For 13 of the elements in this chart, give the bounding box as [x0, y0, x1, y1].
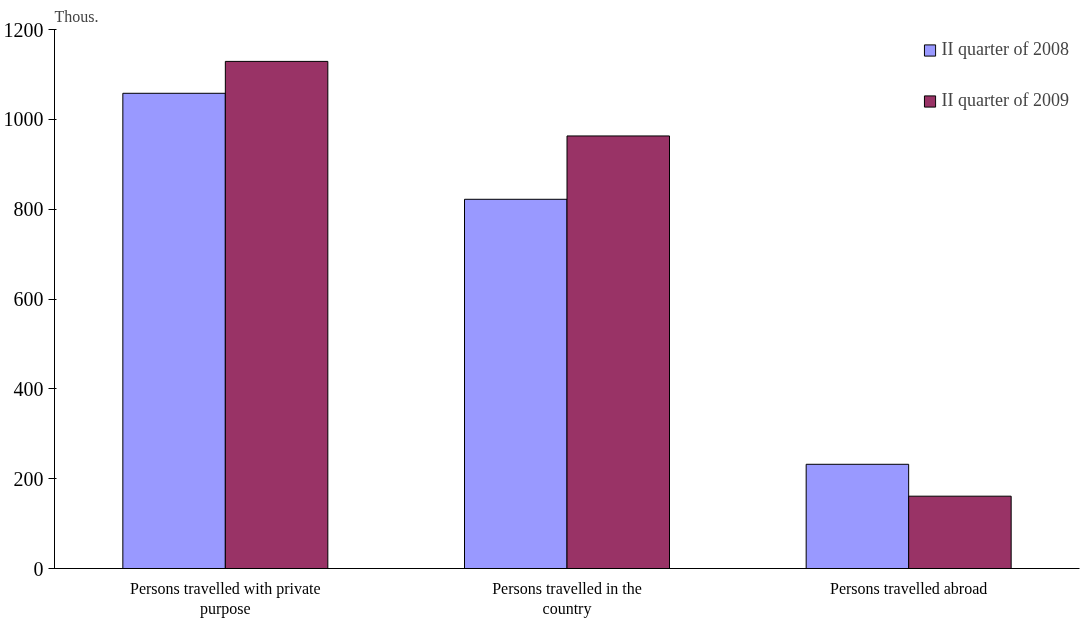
legend-label: II quarter of 2009: [941, 90, 1069, 111]
y-tick-label: 0: [33, 557, 44, 580]
y-tick-label: 200: [13, 467, 44, 490]
y-tick-label: 400: [13, 377, 44, 400]
y-tick-label: 800: [13, 198, 44, 221]
legend-label: II quarter of 2008: [941, 39, 1069, 60]
y-tick-label: 1200: [3, 18, 44, 41]
x-tick-label: Persons travelled abroad: [830, 579, 988, 597]
x-tick-label: Persons travelled in the country: [492, 579, 642, 618]
y-tick-label: 600: [13, 288, 44, 310]
x-tick-label: Persons travelled with private purpose: [130, 579, 321, 618]
y-axis-title: Thous.: [54, 7, 99, 25]
y-tick-label: 1000: [3, 108, 44, 131]
